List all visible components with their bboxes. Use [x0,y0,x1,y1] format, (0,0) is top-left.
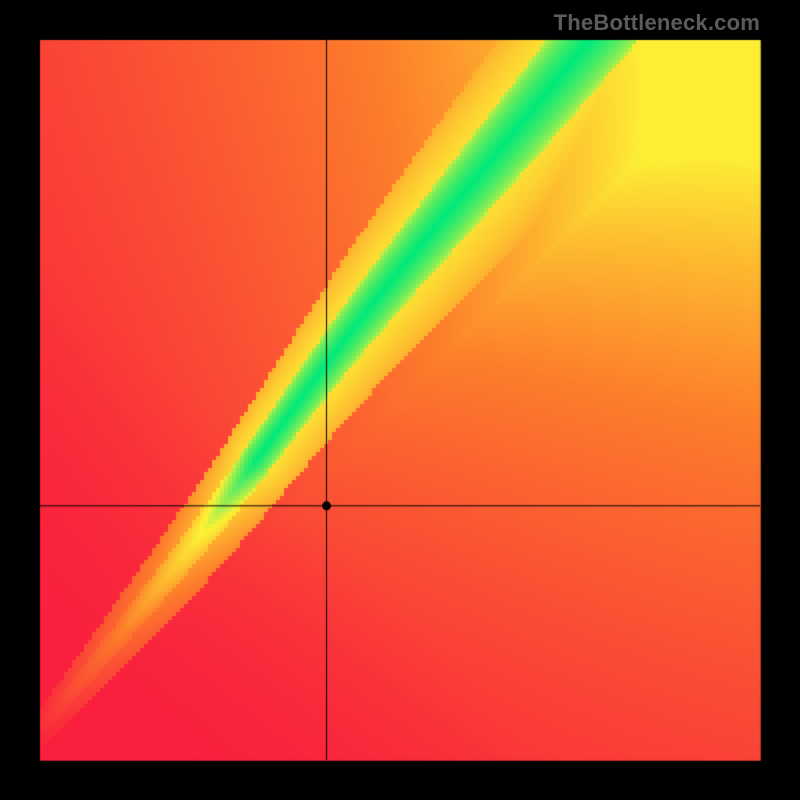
watermark-text: TheBottleneck.com [554,10,760,36]
chart-container: TheBottleneck.com [0,0,800,800]
bottleneck-heatmap [0,0,800,800]
